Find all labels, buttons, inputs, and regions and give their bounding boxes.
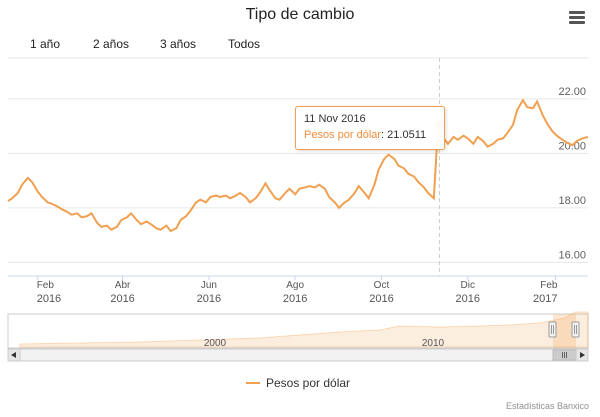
legend-line-icon	[246, 382, 260, 384]
range-button-3y[interactable]: 3 años	[160, 37, 197, 51]
navigator-series-area	[19, 311, 589, 348]
x-tick-label-year: 2017	[533, 293, 557, 305]
y-tick-label: 18.00	[558, 195, 586, 207]
x-tick-label-year: 2016	[37, 293, 61, 305]
navigator-selected-range[interactable]	[553, 314, 576, 348]
navigator-label-2000: 2000	[204, 338, 227, 349]
x-tick-label-month: Feb	[37, 280, 55, 291]
x-tick-label-year: 2016	[456, 293, 480, 305]
x-tick-label-month: Jun	[201, 280, 217, 291]
navigator-handle-right[interactable]	[571, 321, 580, 338]
x-tick-label-year: 2016	[197, 293, 221, 305]
tooltip-series-name: Pesos por dólar	[304, 129, 382, 141]
scrollbar[interactable]	[7, 348, 589, 362]
y-axis: 16.00 18.00 20.00 22.00	[558, 86, 586, 262]
scrollbar-track[interactable]	[7, 348, 589, 362]
y-tick-label: 22.00	[558, 86, 586, 98]
x-tick-label-month: Oct	[374, 280, 390, 291]
navigator-label-2010: 2010	[422, 338, 445, 349]
x-tick-label-year: 2016	[369, 293, 393, 305]
y-tick-label: 16.00	[558, 249, 586, 261]
x-tick-label-month: Feb	[540, 280, 558, 291]
tooltip-separator: :	[381, 129, 388, 141]
y-tick-label: 20.00	[558, 140, 586, 152]
x-tick-label-year: 2016	[283, 293, 307, 305]
navigator[interactable]: 2000 2010	[7, 311, 589, 349]
x-tick-label-month: Ago	[286, 280, 304, 291]
credits[interactable]: Estadísticas Banxico	[505, 401, 589, 411]
range-button-2y[interactable]: 2 años	[93, 37, 130, 51]
range-button-all[interactable]: Todos	[228, 37, 261, 51]
x-axis: Feb 2016 Abr 2016 Jun 2016 Ago 2016 Oct 2016 Dic 20…	[8, 275, 588, 305]
range-button-1y[interactable]: 1 año	[30, 37, 61, 51]
navigator-handle-left[interactable]	[548, 321, 557, 338]
grid-layer	[8, 57, 588, 263]
legend-label: Pesos por dólar	[266, 376, 351, 390]
legend-item-pesos-por-dolar[interactable]: Pesos por dólar	[246, 376, 350, 390]
hamburger-menu-icon[interactable]	[569, 11, 585, 25]
tooltip-value: 21.0511	[387, 129, 427, 141]
tooltip-date: 11 Nov 2016	[304, 113, 366, 125]
x-tick-label-month: Dic	[461, 280, 475, 291]
x-tick-label-year: 2016	[110, 293, 134, 305]
chart-title: Tipo de cambio	[245, 6, 355, 23]
x-tick-label-month: Abr	[115, 280, 131, 291]
navigator-outline	[7, 313, 589, 349]
scrollbar-left-arrow[interactable]	[7, 348, 21, 362]
scrollbar-right-arrow[interactable]	[575, 348, 589, 362]
tooltip: 11 Nov 2016 Pesos por dólar: 21.0511	[295, 106, 445, 150]
series-line-pesos-por-dolar[interactable]	[7, 98, 589, 233]
